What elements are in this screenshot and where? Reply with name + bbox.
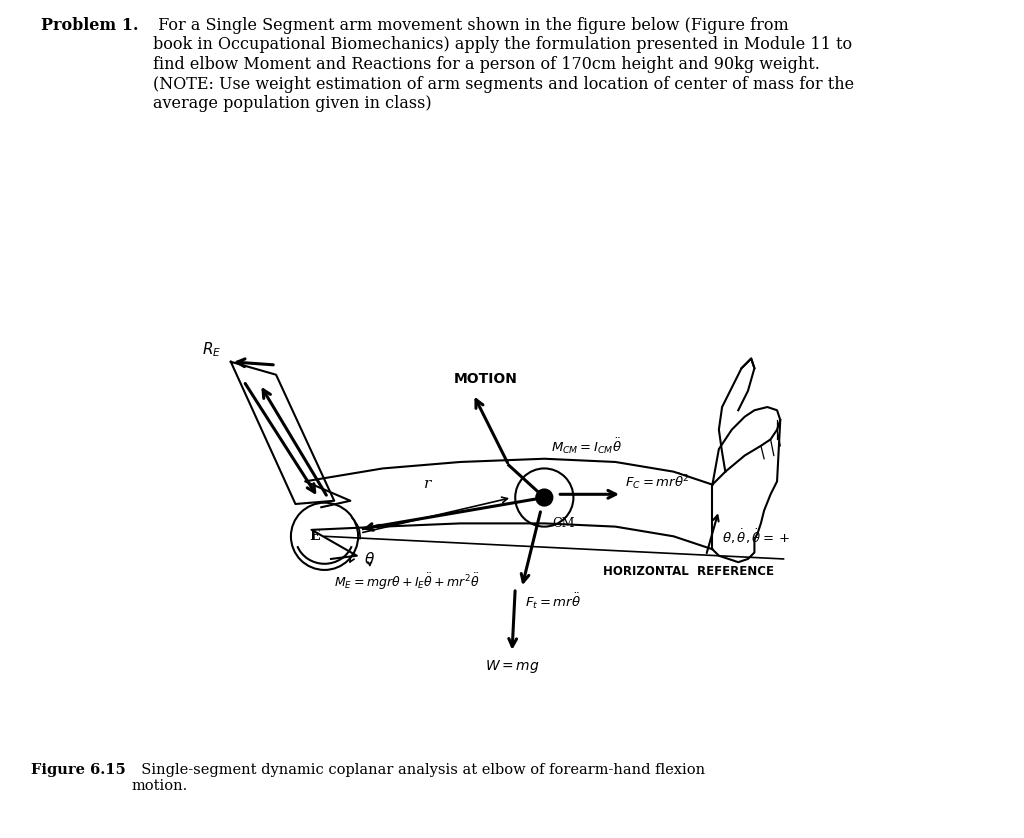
Text: For a Single Segment arm movement shown in the figure below (Figure from
book in: For a Single Segment arm movement shown …: [154, 17, 854, 112]
Text: E: E: [309, 530, 321, 543]
Text: CM: CM: [552, 517, 574, 530]
Text: r: r: [424, 477, 431, 491]
Text: HORIZONTAL  REFERENCE: HORIZONTAL REFERENCE: [602, 566, 773, 578]
Circle shape: [536, 489, 553, 506]
Text: Problem 1.: Problem 1.: [41, 17, 138, 34]
Text: $\theta$: $\theta$: [365, 551, 376, 567]
Text: $W = mg$: $W = mg$: [484, 658, 540, 675]
Text: MOTION: MOTION: [455, 372, 518, 386]
Text: $\theta,\dot{\theta},\ddot{\theta} = +$: $\theta,\dot{\theta},\ddot{\theta} = +$: [722, 527, 791, 546]
Text: $F_t = mr\ddot{\theta}$: $F_t = mr\ddot{\theta}$: [525, 592, 581, 611]
Text: $R_E$: $R_E$: [202, 340, 221, 359]
Text: Figure 6.15: Figure 6.15: [31, 763, 126, 777]
Text: $M_E = mgr\theta + I_E\ddot{\theta} + mr^2\ddot{\theta}$: $M_E = mgr\theta + I_E\ddot{\theta} + mr…: [334, 572, 480, 592]
Text: $F_C = mr\dot{\theta}^2$: $F_C = mr\dot{\theta}^2$: [625, 471, 689, 491]
Text: $M_{CM}= I_{CM}\ddot{\theta}$: $M_{CM}= I_{CM}\ddot{\theta}$: [551, 436, 622, 456]
Text: Single-segment dynamic coplanar analysis at elbow of forearm-hand flexion
motion: Single-segment dynamic coplanar analysis…: [132, 763, 705, 793]
